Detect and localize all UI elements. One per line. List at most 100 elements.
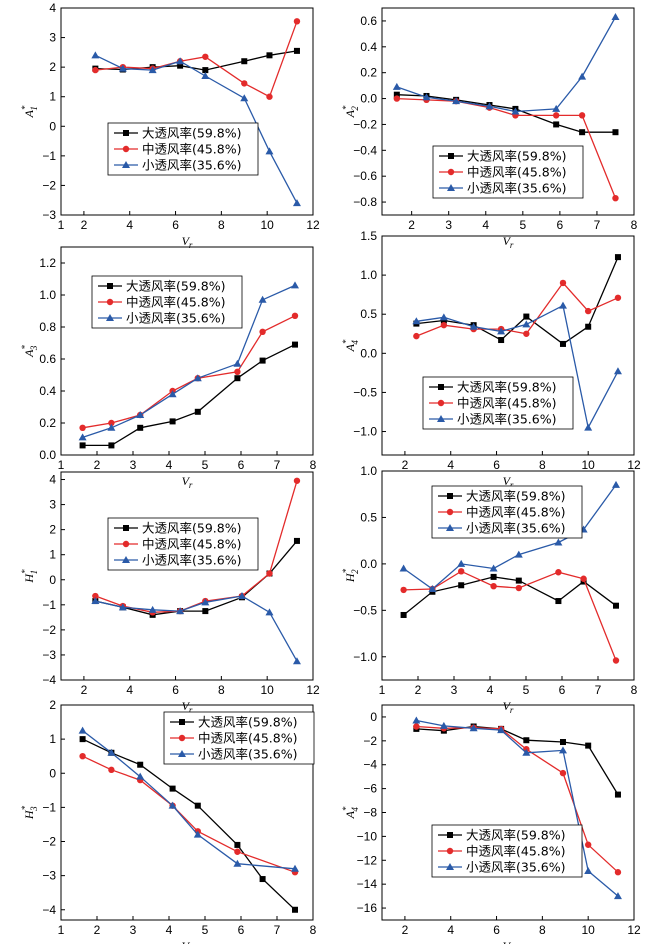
series-line xyxy=(416,719,619,897)
legend: 大透风率(59.8%)中透风率(45.8%)小透风率(35.6%) xyxy=(107,517,259,571)
series-line xyxy=(396,94,616,133)
y-tick-label: −10 xyxy=(357,829,378,843)
y-tick-label: 2 xyxy=(49,60,56,74)
data-point xyxy=(259,876,266,883)
x-tick-label: 6 xyxy=(493,458,500,472)
legend-label: 中透风率(45.8%) xyxy=(467,165,566,180)
y-axis-label: A*1 xyxy=(20,105,39,118)
data-point xyxy=(293,537,300,544)
data-point xyxy=(578,72,587,80)
data-point xyxy=(400,586,407,594)
legend-label: 中透风率(45.8%) xyxy=(466,844,565,859)
legend: 大透风率(59.8%)中透风率(45.8%)小透风率(35.6%) xyxy=(91,275,243,329)
legend-label: 小透风率(35.6%) xyxy=(466,521,565,536)
x-tick-label: 4 xyxy=(126,218,133,232)
data-point xyxy=(91,597,100,605)
x-axis-label: Vr xyxy=(182,474,193,490)
data-point xyxy=(233,359,242,367)
legend-marker xyxy=(447,168,455,176)
y-axis-label: A*2 xyxy=(341,105,360,118)
data-point xyxy=(234,375,241,382)
y-tick-label: 3 xyxy=(49,498,56,512)
x-tick-label: 1 xyxy=(58,923,65,937)
data-point xyxy=(412,716,421,724)
data-point xyxy=(79,752,86,760)
data-point xyxy=(266,570,273,577)
data-point xyxy=(293,18,301,25)
x-tick-label: 4 xyxy=(166,923,173,937)
data-point xyxy=(107,423,116,431)
data-point xyxy=(292,341,298,348)
y-tick-label: −2 xyxy=(42,835,56,849)
x-tick-label: 3 xyxy=(451,683,458,697)
legend-label: 小透风率(35.6%) xyxy=(457,412,556,427)
x-tick-label: 12 xyxy=(306,683,320,697)
data-point xyxy=(240,94,249,102)
y-tick-label: 1.2 xyxy=(39,256,56,270)
legend-label: 小透风率(35.6%) xyxy=(467,181,566,196)
legend-marker xyxy=(446,508,454,516)
plot-frame xyxy=(381,470,635,681)
legend-marker xyxy=(447,832,453,838)
data-point xyxy=(291,864,299,872)
y-tick-label: 1.0 xyxy=(360,268,377,282)
x-tick-label: 8 xyxy=(539,458,546,472)
x-axis-label: Vr xyxy=(503,474,514,490)
y-tick-label: −4 xyxy=(42,903,56,917)
data-point xyxy=(169,418,176,425)
chart-panel-7: 1 2 3 4 5 6 7 8 −4 −3 −2 −1 0 1 2 Vr H*3 大透风率(59.8%)中透风率(… xyxy=(20,698,317,944)
data-point xyxy=(193,374,202,382)
y-tick-label: −2 xyxy=(42,178,56,192)
data-point xyxy=(458,582,465,589)
data-point xyxy=(259,357,266,364)
x-tick-label: 6 xyxy=(238,923,245,937)
y-tick-label: −0.5 xyxy=(353,385,377,399)
series-line xyxy=(82,284,296,439)
series-line xyxy=(82,738,296,911)
data-point xyxy=(91,51,100,59)
x-tick-label: 2 xyxy=(402,923,409,937)
series-line xyxy=(403,570,617,661)
data-point xyxy=(108,766,115,774)
data-point xyxy=(469,322,478,330)
data-point xyxy=(137,761,144,768)
x-tick-label: 6 xyxy=(238,458,245,472)
data-point xyxy=(554,538,563,546)
y-tick-label: −0.2 xyxy=(353,117,377,131)
y-tick-label: 1.0 xyxy=(39,288,56,302)
y-axis-label: A*4 xyxy=(341,339,360,352)
legend-label: 大透风率(59.8%) xyxy=(466,489,565,504)
y-tick-label: −1.0 xyxy=(353,650,377,664)
data-point xyxy=(613,892,622,900)
y-tick-label: 0.0 xyxy=(39,448,56,462)
x-axis-label: Vr xyxy=(182,699,193,715)
series-line xyxy=(416,256,619,345)
series-2 xyxy=(92,18,301,100)
data-point xyxy=(176,57,185,65)
y-axis-label: H*2 xyxy=(341,568,360,583)
series-line xyxy=(82,315,296,429)
x-tick-label: 8 xyxy=(631,683,638,697)
y-tick-label: −8 xyxy=(363,806,377,820)
legend-marker xyxy=(447,493,453,499)
series-2 xyxy=(79,312,299,431)
legend-label: 中透风率(45.8%) xyxy=(198,731,297,746)
x-tick-label: 8 xyxy=(631,218,638,232)
x-tick-label: 1 xyxy=(379,683,386,697)
data-point xyxy=(233,859,242,867)
data-point xyxy=(559,340,566,347)
x-tick-label: 2 xyxy=(415,683,422,697)
data-point xyxy=(107,748,116,756)
series-3 xyxy=(91,51,301,207)
y-tick-label: 1.5 xyxy=(360,229,377,243)
legend: 大透风率(59.8%)中透风率(45.8%)小透风率(35.6%) xyxy=(163,711,315,765)
data-point xyxy=(584,867,593,875)
y-tick-label: 0.2 xyxy=(360,66,377,80)
data-point xyxy=(399,564,408,572)
data-point xyxy=(194,408,201,415)
legend-marker xyxy=(447,184,455,191)
legend-label: 大透风率(59.8%) xyxy=(457,380,556,395)
series-3 xyxy=(78,281,299,441)
x-tick-label: 5 xyxy=(202,458,209,472)
x-tick-label: 6 xyxy=(559,683,566,697)
